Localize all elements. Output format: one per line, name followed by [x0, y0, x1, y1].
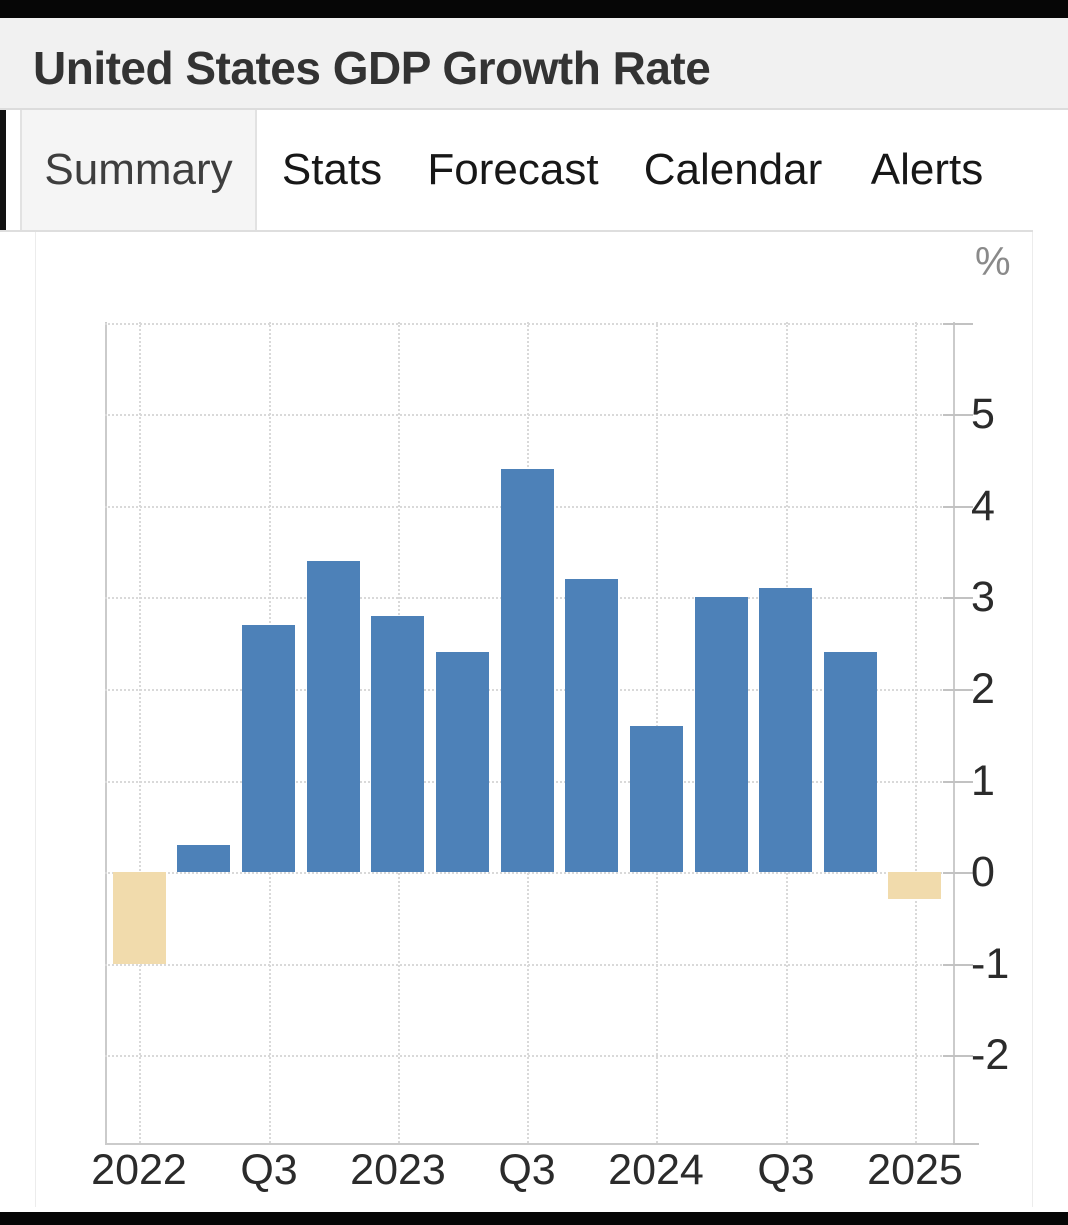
tab-summary[interactable]: Summary — [20, 110, 257, 230]
left-edge-shadow — [0, 110, 6, 232]
y-axis-label: -1 — [971, 940, 1010, 988]
y-axis-label: 5 — [971, 390, 995, 438]
tick-y--2 — [943, 1055, 973, 1057]
x-axis-label: Q3 — [757, 1146, 815, 1194]
y-axis-unit-label: % — [975, 240, 1011, 284]
tab-stats[interactable]: Stats — [281, 145, 383, 194]
x-axis-label: 2022 — [91, 1146, 187, 1194]
tab-forecast[interactable]: Forecast — [427, 145, 599, 194]
gridline-y-0 — [105, 872, 953, 874]
bar-2022-q1[interactable] — [113, 872, 166, 964]
gridline-y-6 — [105, 323, 953, 325]
y-axis-label: 3 — [971, 573, 995, 621]
gridline-y-5 — [105, 414, 953, 416]
tick-x-axis-end — [953, 1143, 979, 1145]
tick-y-3 — [943, 597, 973, 599]
top-black-strip — [0, 0, 1068, 18]
gridline-y--1 — [105, 964, 953, 966]
tick-y-1 — [943, 781, 973, 783]
tab-alerts[interactable]: Alerts — [870, 145, 984, 194]
y-axis-label: 1 — [971, 757, 995, 805]
bar-2023-q3[interactable] — [501, 469, 554, 872]
header: United States GDP Growth Rate — [0, 18, 1068, 110]
gridline-x-2022 — [139, 322, 141, 1143]
y-axis-label: 0 — [971, 848, 995, 896]
bar-2023-q4[interactable] — [565, 579, 618, 872]
y-axis-label: 2 — [971, 665, 995, 713]
bar-2024-q2[interactable] — [695, 597, 748, 872]
plot-frame — [105, 322, 955, 1145]
gridline-y--2 — [105, 1055, 953, 1057]
x-axis-label: Q3 — [498, 1146, 556, 1194]
x-axis-label: Q3 — [240, 1146, 298, 1194]
tick-y-4 — [943, 506, 973, 508]
bar-2024-q3[interactable] — [759, 588, 812, 872]
tab-bar: Summary Stats Forecast Calendar Alerts — [0, 110, 1068, 232]
bar-2024-q4[interactable] — [824, 652, 877, 872]
bar-2023-q1[interactable] — [371, 616, 424, 872]
x-axis-label: 2024 — [608, 1146, 704, 1194]
bar-2022-q3[interactable] — [242, 625, 295, 872]
x-axis-label: 2025 — [867, 1146, 963, 1194]
tick-y--1 — [943, 964, 973, 966]
bar-2022-q2[interactable] — [177, 845, 230, 872]
page-title: United States GDP Growth Rate — [33, 42, 711, 94]
tick-y-0 — [943, 872, 973, 874]
bar-2024-q1[interactable] — [630, 726, 683, 872]
bar-2023-q2[interactable] — [436, 652, 489, 872]
tick-y-6 — [943, 323, 973, 325]
bar-2022-q4[interactable] — [307, 561, 360, 872]
y-axis-label: 4 — [971, 482, 995, 530]
bottom-black-strip — [0, 1212, 1068, 1225]
tick-y-2 — [943, 689, 973, 691]
gridline-x-2025 — [915, 322, 917, 1143]
y-axis-label: -2 — [971, 1031, 1010, 1079]
tab-calendar[interactable]: Calendar — [643, 145, 823, 194]
tick-y-5 — [943, 414, 973, 416]
bar-2025-q1[interactable] — [888, 872, 941, 899]
x-axis-label: 2023 — [350, 1146, 446, 1194]
